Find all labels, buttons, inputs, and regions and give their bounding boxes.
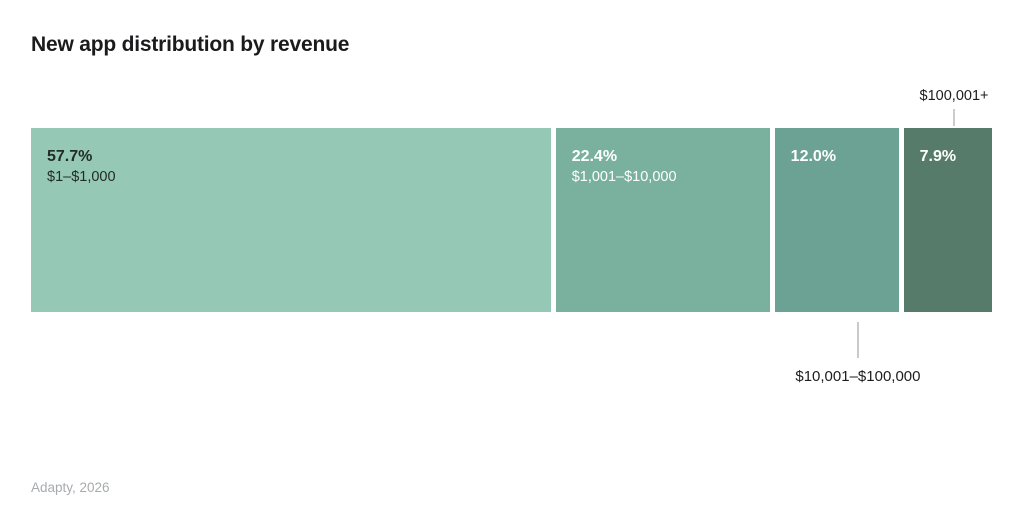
segment-percent-label: 57.7% [47,148,93,165]
stacked-bar: 57.7% $1–$1,000 22.4% $1,001–$10,000 12.… [31,128,992,312]
segment-range-label: $1,001–$10,000 [571,169,677,185]
source-note: Adapty, 2026 [31,480,110,495]
callout-below: $10,001–$100,000 [31,312,992,392]
callout-above-tick-line [953,109,956,126]
callout-above-label: $100,001+ [919,88,989,104]
bar-segment-1-1000: 57.7% $1–$1,000 [31,128,551,312]
segment-range-label: $1–$1,000 [47,169,116,185]
bar-segment-10001-100000: 12.0% [774,128,899,312]
callout-below-label: $10,001–$100,000 [795,368,921,385]
segment-percent-label: 7.9% [919,148,957,165]
callout-above: $100,001+ [31,88,992,128]
segment-percent-label: 12.0% [790,148,837,165]
bar-segment-1001-10000: 22.4% $1,001–$10,000 [555,128,770,312]
chart-title: New app distribution by revenue [31,33,350,56]
bar-segment-100001-plus: 7.9% [903,128,992,312]
chart-area: $100,001+ 57.7% $1–$1,000 22.4% $1,001–$… [31,88,992,392]
callout-below-tick-line [856,322,859,358]
segment-percent-label: 22.4% [571,148,618,165]
